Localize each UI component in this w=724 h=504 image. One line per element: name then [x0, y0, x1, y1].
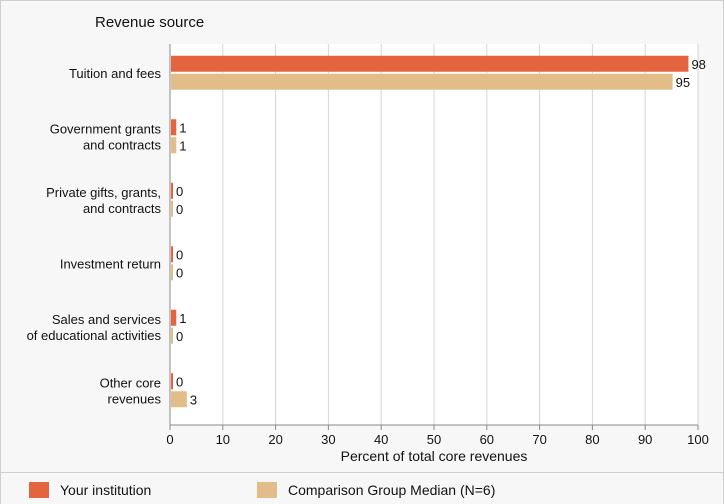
- bar-your-institution: [171, 55, 689, 72]
- x-tick-label: 40: [374, 432, 388, 447]
- bar-layer: [171, 55, 689, 408]
- category-label: Private gifts, grants,: [46, 185, 161, 200]
- bar-value-label: 95: [676, 75, 690, 90]
- bar-value-label: 1: [179, 138, 186, 153]
- category-label: Tuition and fees: [69, 66, 162, 81]
- category-label: Sales and services: [52, 312, 162, 327]
- x-tick-label: 10: [216, 432, 230, 447]
- x-tick-label: 80: [585, 432, 599, 447]
- x-tick-label: 20: [268, 432, 282, 447]
- bar-value-label: 0: [176, 374, 183, 389]
- x-tick-label: 50: [427, 432, 441, 447]
- x-tick-label: 90: [638, 432, 652, 447]
- category-label: of educational activities: [27, 328, 162, 343]
- bar-comparison-group: [171, 327, 173, 344]
- legend-swatch-comparison-group: [257, 482, 277, 498]
- legend: Your institution Comparison Group Median…: [1, 472, 723, 504]
- legend-item-your-institution: Your institution: [29, 481, 151, 499]
- bar-value-label: 98: [691, 57, 705, 72]
- bar-your-institution: [171, 246, 173, 263]
- bar-comparison-group: [171, 137, 177, 154]
- chart-title: Revenue source: [95, 14, 204, 31]
- x-tick-label: 30: [321, 432, 335, 447]
- legend-label-your-institution: Your institution: [60, 482, 152, 498]
- x-tick-label: 60: [480, 432, 494, 447]
- grid-layer: [169, 44, 699, 430]
- category-label: Government grants: [50, 121, 162, 136]
- category-label: and contracts: [83, 137, 162, 152]
- bar-comparison-group: [171, 73, 673, 90]
- bar-value-label: 0: [176, 184, 183, 199]
- bar-comparison-group: [171, 264, 173, 281]
- bar-value-label: 0: [176, 202, 183, 217]
- legend-swatch-your-institution: [29, 482, 49, 498]
- category-label: revenues: [108, 391, 162, 406]
- bar-comparison-group: [171, 391, 187, 408]
- bar-value-label: 1: [179, 120, 186, 135]
- category-label: Investment return: [60, 256, 161, 271]
- x-tick-label: 70: [532, 432, 546, 447]
- legend-item-comparison-group: Comparison Group Median (N=6): [257, 481, 495, 499]
- bar-value-label: 0: [176, 329, 183, 344]
- bar-value-label: 0: [176, 247, 183, 262]
- bar-value-label: 1: [179, 311, 186, 326]
- bar-comparison-group: [171, 200, 173, 217]
- category-label: Other core: [100, 375, 161, 390]
- bar-value-label: 3: [190, 392, 197, 407]
- legend-label-comparison-group: Comparison Group Median (N=6): [288, 482, 496, 498]
- bar-value-label: 0: [176, 265, 183, 280]
- category-label: and contracts: [83, 201, 162, 216]
- bar-your-institution: [171, 309, 177, 326]
- x-tick-label: 0: [166, 432, 173, 447]
- x-tick-label: 100: [687, 432, 709, 447]
- bar-your-institution: [171, 373, 173, 390]
- bar-your-institution: [171, 119, 177, 136]
- x-axis-label: Percent of total core revenues: [341, 448, 528, 464]
- bar-your-institution: [171, 182, 173, 199]
